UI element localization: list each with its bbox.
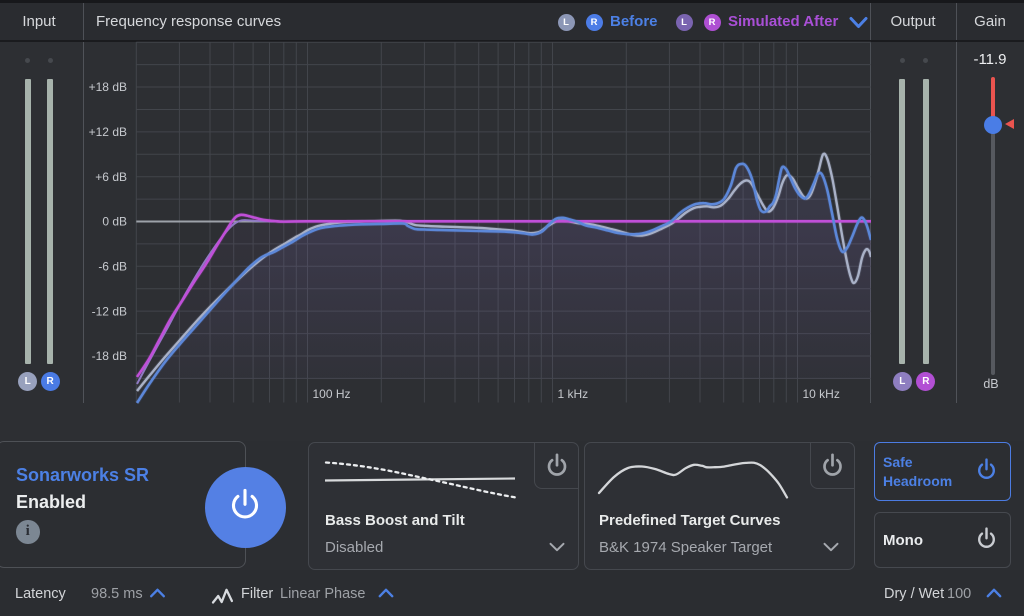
svg-text:+12 dB: +12 dB [89, 125, 127, 139]
svg-text:100 Hz: 100 Hz [313, 387, 351, 401]
svg-text:+6 dB: +6 dB [95, 170, 127, 184]
svg-text:0 dB: 0 dB [102, 215, 127, 229]
svg-text:-12 dB: -12 dB [92, 304, 127, 318]
svg-text:+18 dB: +18 dB [89, 80, 127, 94]
svg-text:-6 dB: -6 dB [98, 260, 127, 274]
svg-text:-18 dB: -18 dB [92, 349, 127, 363]
svg-text:10 kHz: 10 kHz [803, 387, 840, 401]
svg-text:1 kHz: 1 kHz [558, 387, 589, 401]
